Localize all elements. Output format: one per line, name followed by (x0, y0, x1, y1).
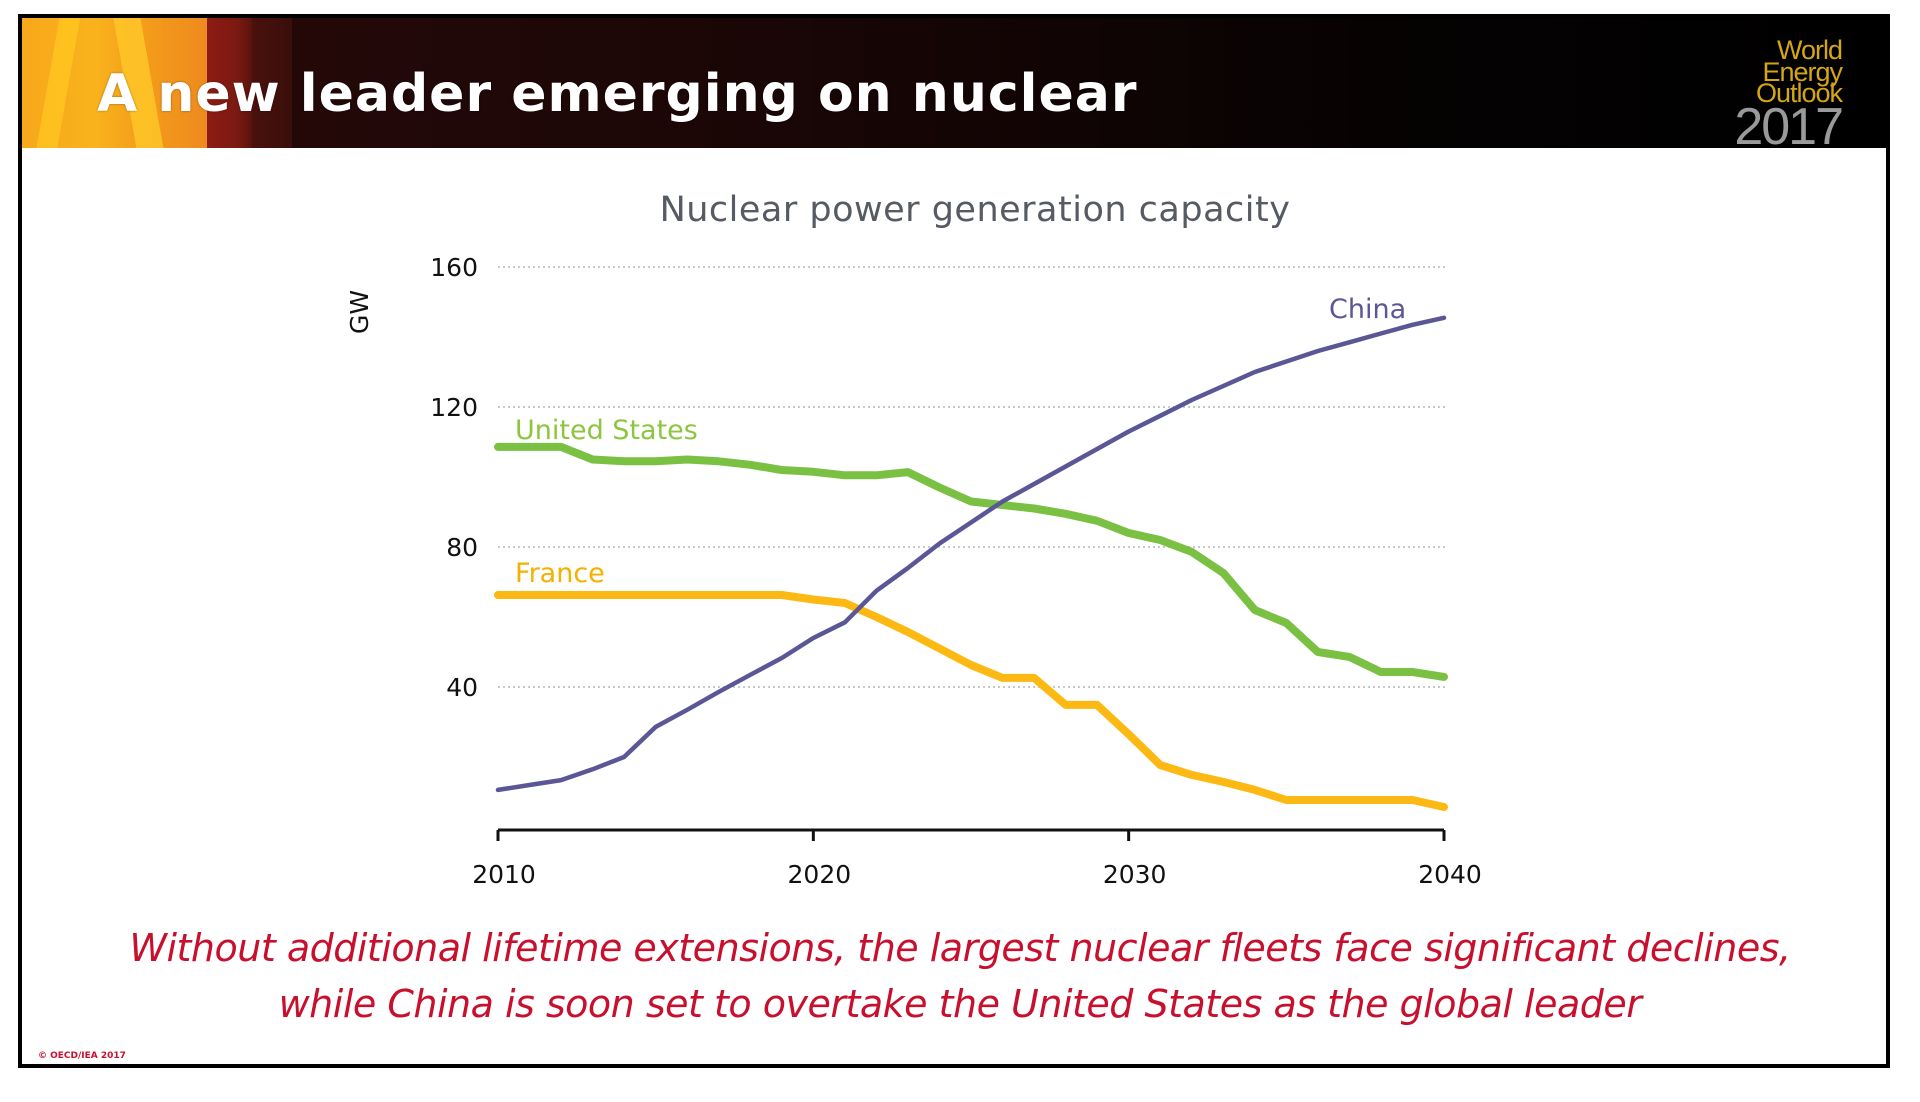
y-axis-ticks: 40 80 120 160 (430, 253, 478, 702)
logo-line-world: World (1776, 35, 1843, 65)
x-tick-label: 2020 (788, 860, 852, 889)
slide-frame (18, 14, 1890, 1068)
x-tick-label: 2030 (1103, 860, 1167, 889)
y-tick-label: 80 (446, 533, 478, 562)
logo-line-energy: Energy (1762, 56, 1843, 87)
copyright-notice: © OECD/IEA 2017 (38, 1051, 126, 1061)
caption-line-2: while China is soon set to overtake the … (278, 982, 1642, 1026)
x-axis: 2010 2020 2030 2040 (472, 828, 1482, 889)
x-tick-label: 2040 (1418, 860, 1482, 889)
logo-line-outlook: Outlook (1755, 78, 1843, 109)
logo-year: 2017 (1734, 97, 1844, 148)
series-line-united-states (494, 442, 1448, 681)
slide-caption: Without additional lifetime extensions, … (0, 920, 1920, 1032)
series-label-china: China (1329, 294, 1406, 325)
gridlines (498, 266, 1448, 688)
caption-line-1: Without additional lifetime extensions, … (129, 926, 1791, 970)
y-tick-label: 40 (446, 673, 478, 702)
series-line-france (494, 591, 1448, 811)
x-tick-label: 2010 (472, 860, 536, 889)
y-tick-label: 160 (430, 253, 478, 282)
weo-logo: World Energy Outlook 2017 (1722, 35, 1844, 148)
banner-red-band (207, 18, 252, 148)
title-banner: A new leader emerging on nuclear World E… (22, 18, 1890, 148)
series-lines (494, 315, 1448, 811)
series-line-china (495, 315, 1447, 793)
slide-title: A new leader emerging on nuclear (97, 64, 1138, 124)
series-label-united-states: United States (515, 415, 698, 446)
chart-title: Nuclear power generation capacity (659, 190, 1291, 230)
y-axis-label: GW (345, 290, 374, 334)
flame-graphic (22, 18, 207, 148)
y-tick-label: 120 (430, 393, 478, 422)
series-label-france: France (515, 558, 605, 589)
banner-dark-band (252, 18, 292, 148)
